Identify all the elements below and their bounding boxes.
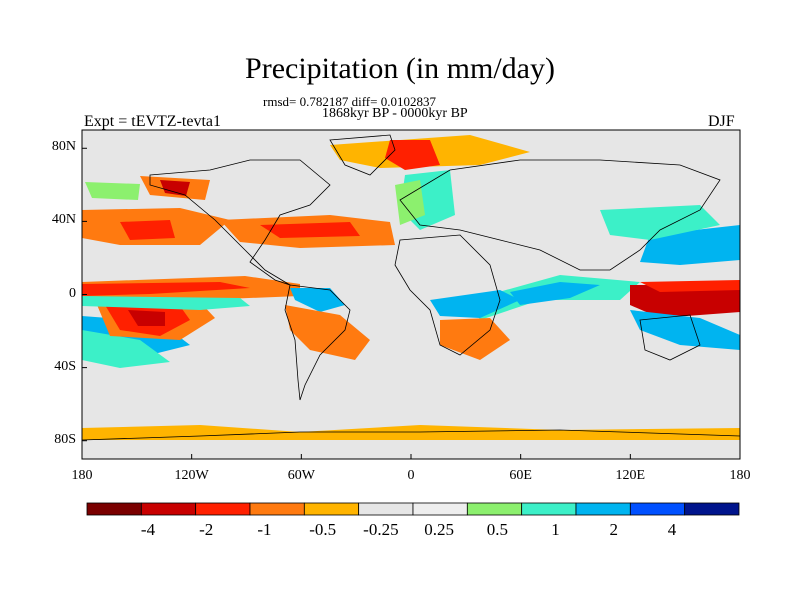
colorbar-swatch (86, 502, 142, 516)
colorbar-swatch (195, 502, 251, 516)
colorbar-label: -2 (199, 520, 214, 539)
colorbar-label: 2 (609, 520, 619, 539)
coast-eurasia (399, 159, 721, 271)
colorbar-swatch (466, 502, 523, 516)
field-red-n-atlantic (260, 222, 360, 238)
lat-tick-label: 40S (54, 358, 76, 374)
period-text: 1868kyr BP - 0000kyr BP (322, 106, 468, 121)
field-orange-southern-ocean (82, 425, 740, 440)
colorbar-label: 4 (667, 520, 677, 539)
coast-africa (394, 234, 501, 356)
colorbar-label: -0.25 (363, 520, 399, 539)
axis-ticks (81, 147, 741, 459)
colorbar-swatch (140, 502, 197, 516)
precip-anomaly-fields (82, 135, 740, 440)
field-blue-africa (430, 290, 520, 318)
colorbar-swatch (358, 502, 414, 516)
colorbar-swatch (521, 502, 577, 516)
lat-tick-label: 0 (69, 285, 76, 301)
coast-antarctica (82, 429, 740, 441)
field-red-band-e-pacific (82, 282, 250, 296)
colorbar-label: -4 (140, 520, 156, 539)
field-blue-maritime (630, 310, 740, 350)
map-title: Precipitation (in mm/day) (245, 52, 555, 85)
field-orange-africa (440, 318, 510, 360)
field-green-scandinavia (395, 180, 425, 225)
field-darkred-w-pacific (630, 285, 740, 318)
lon-tick-label: 180 (71, 468, 93, 483)
colorbar-label: -0.5 (309, 520, 337, 539)
field-red-alaska (160, 180, 190, 196)
lat-tick-label: 80N (51, 139, 76, 155)
experiment-label: Expt = tEVTZ-tevta1 (84, 113, 221, 130)
colorbar-label: 1 (551, 520, 560, 539)
lon-tick-label: 60W (287, 468, 315, 483)
lon-tick-label: 0 (407, 468, 415, 483)
field-blue-indian-ocean (510, 282, 600, 305)
field-cyan-s-pacific (82, 330, 170, 368)
field-red-n-pacific (120, 220, 175, 240)
field-blue-s-america (290, 288, 345, 312)
lon-tick-label: 120E (615, 468, 646, 483)
colorbar-swatch (629, 502, 686, 516)
stats-text: rmsd= 0.782187 diff= 0.0102837 (263, 94, 436, 109)
field-green-w-pacific (600, 205, 720, 240)
colorbar-swatch (303, 502, 360, 516)
lon-tick-label: 60E (509, 468, 532, 483)
coast-north-america (149, 159, 331, 286)
field-cyan-c-pacific (82, 296, 250, 310)
field-green-n-pacific (85, 182, 140, 200)
field-red-w-pacific (640, 280, 740, 292)
colorbar (86, 502, 740, 516)
lat-tick-label: 80S (54, 431, 76, 447)
coast-greenland (329, 134, 396, 176)
colorbar-label: 0.5 (486, 520, 508, 539)
colorbar-swatch (575, 502, 631, 516)
colorbar-swatch (249, 502, 305, 516)
field-orange-s-america (285, 305, 370, 360)
field-red-greenland (385, 140, 440, 170)
coastlines (82, 134, 740, 441)
coast-south-america (284, 284, 351, 401)
colorbar-label: -1 (257, 520, 272, 539)
coast-australia (639, 314, 701, 361)
lon-tick-label: 120W (174, 468, 209, 483)
colorbar-label: 0.25 (424, 520, 454, 539)
field-darkred-s-pacific (128, 310, 165, 326)
season-label: DJF (708, 113, 735, 130)
colorbar-swatch (412, 502, 468, 516)
lon-tick-label: 180 (729, 468, 751, 483)
lat-tick-label: 40N (51, 212, 76, 228)
colorbar-swatch (684, 502, 740, 516)
